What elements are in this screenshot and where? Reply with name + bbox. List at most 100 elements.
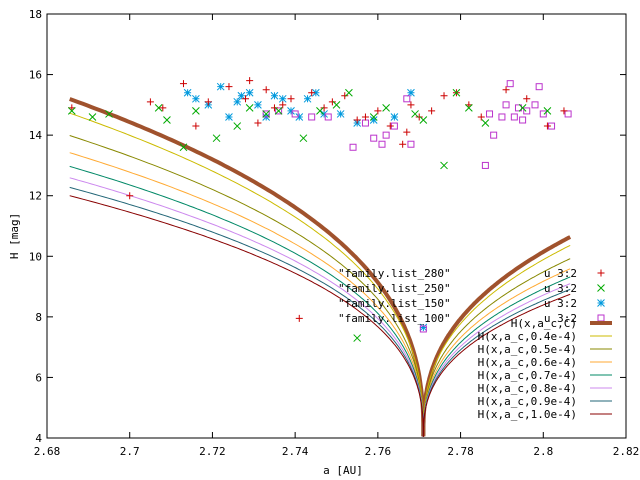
x-tick-label: 2.68 (34, 445, 61, 458)
data-point (163, 116, 171, 124)
data-point (159, 104, 167, 112)
data-point (510, 113, 518, 121)
data-point (316, 107, 324, 115)
legend-series-name: "family.list_280" (338, 267, 451, 280)
points-layer (67, 77, 572, 342)
data-point (295, 314, 303, 322)
data-point (560, 107, 568, 115)
data-point (233, 97, 242, 106)
data-point (490, 131, 498, 139)
y-tick-label: 12 (29, 190, 42, 203)
data-point (270, 91, 279, 100)
data-point (287, 107, 295, 115)
data-point (332, 101, 341, 109)
data-point (245, 88, 254, 97)
data-point (486, 110, 494, 118)
data-point (597, 299, 605, 307)
y-tick-label: 18 (29, 8, 42, 21)
data-point (154, 104, 163, 112)
data-point (440, 161, 448, 170)
curves-layer (69, 97, 572, 437)
data-point (303, 94, 312, 103)
data-point (419, 116, 428, 124)
data-point (146, 98, 154, 106)
data-point (278, 94, 287, 103)
data-point (369, 113, 378, 121)
data-point (225, 83, 233, 91)
curve-line (69, 195, 424, 437)
data-point (204, 98, 212, 106)
data-point (308, 89, 316, 97)
data-point (502, 86, 510, 94)
legend-curve-label: H(x,a_c,1.0e-4) (478, 408, 577, 421)
data-point (262, 86, 270, 94)
data-point (237, 91, 246, 100)
curve-line (69, 165, 424, 437)
y-tick-label: 8 (35, 311, 42, 324)
data-point (246, 77, 254, 85)
data-point (523, 95, 531, 103)
curve-line (69, 152, 424, 437)
data-point (407, 140, 415, 148)
data-point (67, 107, 76, 115)
x-tick-label: 2.7 (120, 445, 140, 458)
data-point (523, 107, 531, 115)
data-point (336, 110, 345, 118)
data-point (287, 95, 295, 103)
x-tick-label: 2.74 (282, 445, 309, 458)
data-point (274, 107, 283, 115)
data-point (370, 134, 378, 142)
data-point (179, 80, 187, 88)
legend-curve-label: H(x,a_c,0.9e-4) (478, 395, 577, 408)
data-point (519, 116, 527, 124)
data-point (440, 92, 448, 100)
y-tick-label: 6 (35, 371, 42, 384)
data-point (225, 113, 233, 121)
data-point (308, 113, 316, 121)
data-point (403, 95, 411, 103)
data-point (295, 113, 304, 121)
y-tick-label: 16 (29, 69, 42, 82)
y-axis-label: H [mag] (8, 213, 21, 259)
data-point (254, 101, 262, 109)
curve-line (422, 258, 571, 437)
data-point (320, 104, 328, 112)
x-tick-label: 2.8 (533, 445, 553, 458)
data-point (341, 92, 349, 100)
legend-series-using: u 3:2 (544, 267, 577, 280)
data-point (502, 101, 510, 109)
data-point (452, 88, 461, 97)
data-point (411, 110, 419, 118)
data-point (464, 104, 473, 112)
data-point (216, 82, 225, 91)
data-point (399, 140, 407, 148)
data-point (407, 88, 415, 97)
curve-line (69, 97, 426, 437)
data-point (597, 284, 605, 292)
legend-series-name: "family.list_150" (338, 297, 451, 310)
data-point (349, 143, 357, 151)
y-axis: 4 6 8 10 12 14 16 18 (29, 8, 626, 445)
data-point (382, 131, 390, 139)
data-point (299, 134, 308, 143)
data-point (390, 113, 399, 121)
data-point (291, 110, 299, 118)
data-point (543, 122, 551, 130)
legend-curve-label: H(x,a_c,0.7e-4) (478, 369, 577, 382)
y-tick-label: 14 (29, 129, 43, 142)
data-point (88, 113, 97, 121)
data-point (419, 323, 428, 332)
data-point (498, 113, 506, 121)
data-point (245, 104, 254, 112)
curve-line (69, 135, 424, 437)
data-point (535, 83, 543, 91)
x-tick-label: 2.76 (365, 445, 392, 458)
curve-line (69, 186, 424, 437)
curve-line (422, 268, 571, 437)
data-point (403, 128, 411, 136)
legend-curve-label: H(x,a_c,0.6e-4) (478, 356, 577, 369)
legend: "family.list_280" u 3:2"family.list_250" u… (338, 267, 612, 421)
data-point (275, 107, 283, 115)
data-point (328, 98, 336, 106)
